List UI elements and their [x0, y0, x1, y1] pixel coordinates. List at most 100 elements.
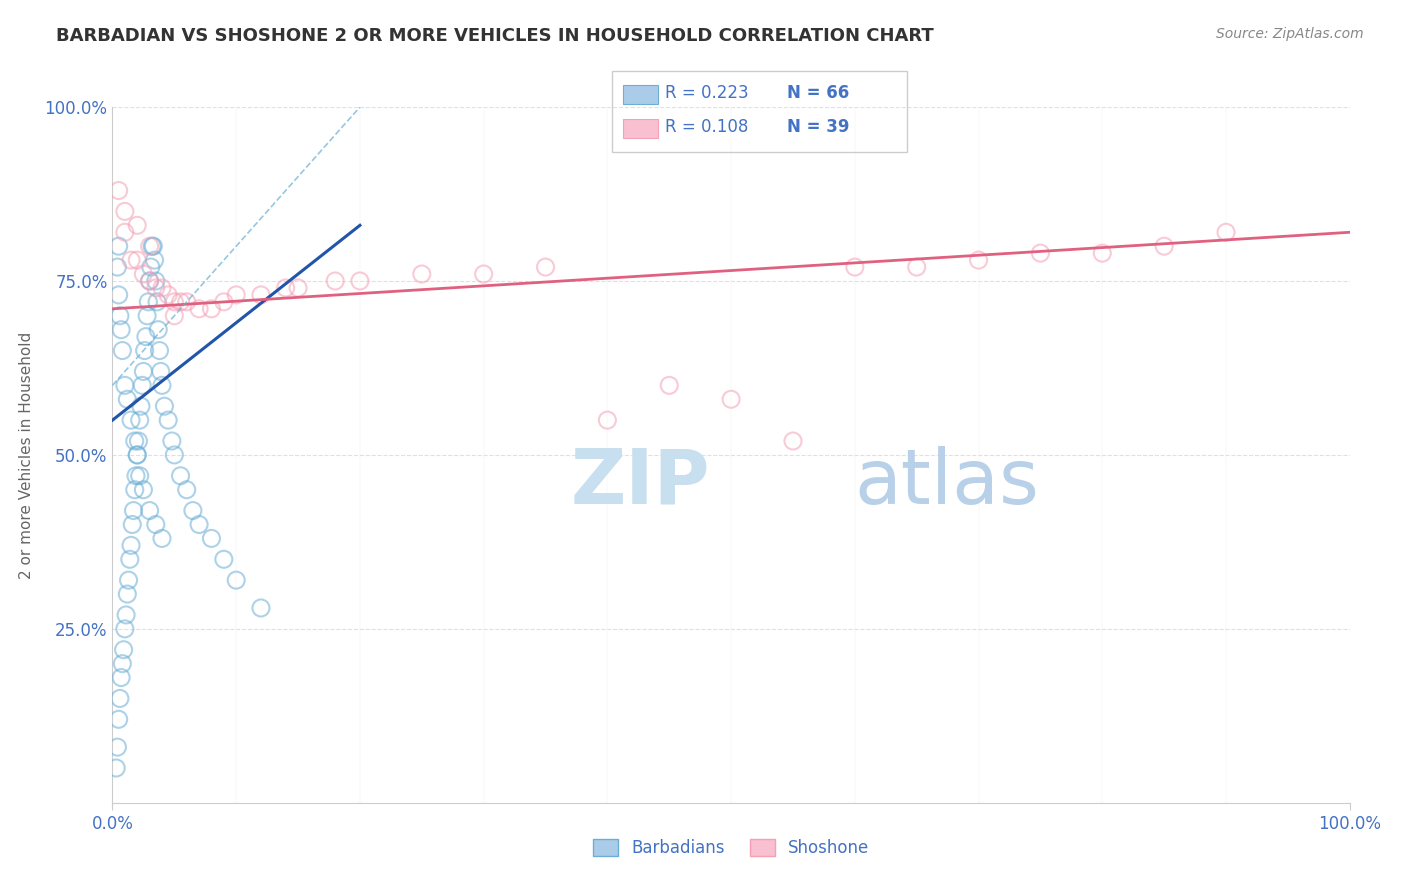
Point: [107, 239, 129, 253]
Point: [145, 274, 167, 288]
Point: [157, 413, 180, 427]
Point: [122, 503, 145, 517]
Text: N = 66: N = 66: [787, 84, 849, 102]
Point: [150, 281, 173, 295]
Text: R = 0.223: R = 0.223: [665, 84, 748, 102]
Point: [411, 267, 433, 281]
Text: R = 0.108: R = 0.108: [665, 118, 748, 136]
Point: [117, 587, 139, 601]
Point: [117, 392, 139, 407]
Point: [111, 343, 134, 358]
Point: [114, 204, 136, 219]
Point: [117, 573, 139, 587]
Point: [118, 552, 141, 566]
Point: [1153, 239, 1175, 253]
Point: [225, 288, 247, 302]
Point: [115, 607, 138, 622]
Point: [132, 483, 155, 497]
Point: [127, 219, 149, 233]
Point: [120, 538, 142, 552]
Point: [181, 503, 204, 517]
Point: [349, 274, 371, 288]
Point: [110, 323, 132, 337]
Point: [596, 413, 619, 427]
Point: [153, 399, 176, 413]
Text: N = 39: N = 39: [787, 118, 849, 136]
Point: [250, 288, 273, 302]
Point: [135, 329, 157, 343]
Point: [1215, 225, 1237, 239]
Point: [157, 288, 180, 302]
Point: [250, 601, 273, 615]
Point: [163, 448, 186, 462]
Point: [125, 468, 148, 483]
Text: atlas: atlas: [855, 446, 1039, 520]
Point: [120, 253, 142, 268]
Point: [138, 503, 160, 517]
Point: [225, 573, 247, 587]
Point: [148, 343, 170, 358]
Point: [138, 274, 160, 288]
Point: [107, 184, 129, 198]
Point: [127, 434, 149, 448]
Point: [720, 392, 742, 407]
Point: [163, 309, 186, 323]
Point: [132, 267, 155, 281]
Point: [108, 309, 131, 323]
Point: [120, 413, 142, 427]
Point: [136, 309, 159, 323]
Y-axis label: 2 or more Vehicles in Household: 2 or more Vehicles in Household: [18, 331, 34, 579]
Point: [105, 761, 128, 775]
Point: [534, 260, 557, 274]
Point: [212, 552, 235, 566]
Point: [150, 532, 173, 546]
Point: [114, 225, 136, 239]
Point: [112, 642, 135, 657]
Point: [149, 364, 172, 378]
Text: BARBADIAN VS SHOSHONE 2 OR MORE VEHICLES IN HOUSEHOLD CORRELATION CHART: BARBADIAN VS SHOSHONE 2 OR MORE VEHICLES…: [56, 27, 934, 45]
Point: [472, 267, 495, 281]
Point: [127, 448, 149, 462]
Text: ZIP: ZIP: [571, 446, 710, 520]
Point: [200, 301, 222, 316]
Point: [169, 468, 191, 483]
Point: [323, 274, 346, 288]
Point: [128, 413, 150, 427]
Point: [844, 260, 866, 274]
Point: [124, 483, 146, 497]
Point: [188, 301, 211, 316]
Point: [169, 294, 191, 309]
Point: [142, 239, 165, 253]
Point: [128, 468, 150, 483]
Point: [107, 288, 129, 302]
Point: [138, 274, 160, 288]
Point: [1091, 246, 1114, 260]
Point: [212, 294, 235, 309]
Point: [107, 740, 129, 755]
Point: [107, 712, 129, 726]
Point: [188, 517, 211, 532]
Point: [146, 294, 169, 309]
Point: [905, 260, 928, 274]
Point: [176, 483, 198, 497]
Point: [114, 378, 136, 392]
Point: [163, 294, 186, 309]
Point: [287, 281, 309, 295]
Point: [150, 378, 173, 392]
Point: [108, 691, 131, 706]
Point: [176, 294, 198, 309]
Point: [127, 448, 149, 462]
Point: [114, 622, 136, 636]
Point: [124, 434, 146, 448]
Point: [145, 281, 167, 295]
Point: [107, 260, 129, 274]
Text: Source: ZipAtlas.com: Source: ZipAtlas.com: [1216, 27, 1364, 41]
Point: [1029, 246, 1052, 260]
Point: [782, 434, 804, 448]
Point: [138, 239, 160, 253]
Point: [141, 239, 163, 253]
Point: [145, 517, 167, 532]
Point: [129, 399, 152, 413]
Point: [132, 364, 155, 378]
Point: [274, 281, 297, 295]
